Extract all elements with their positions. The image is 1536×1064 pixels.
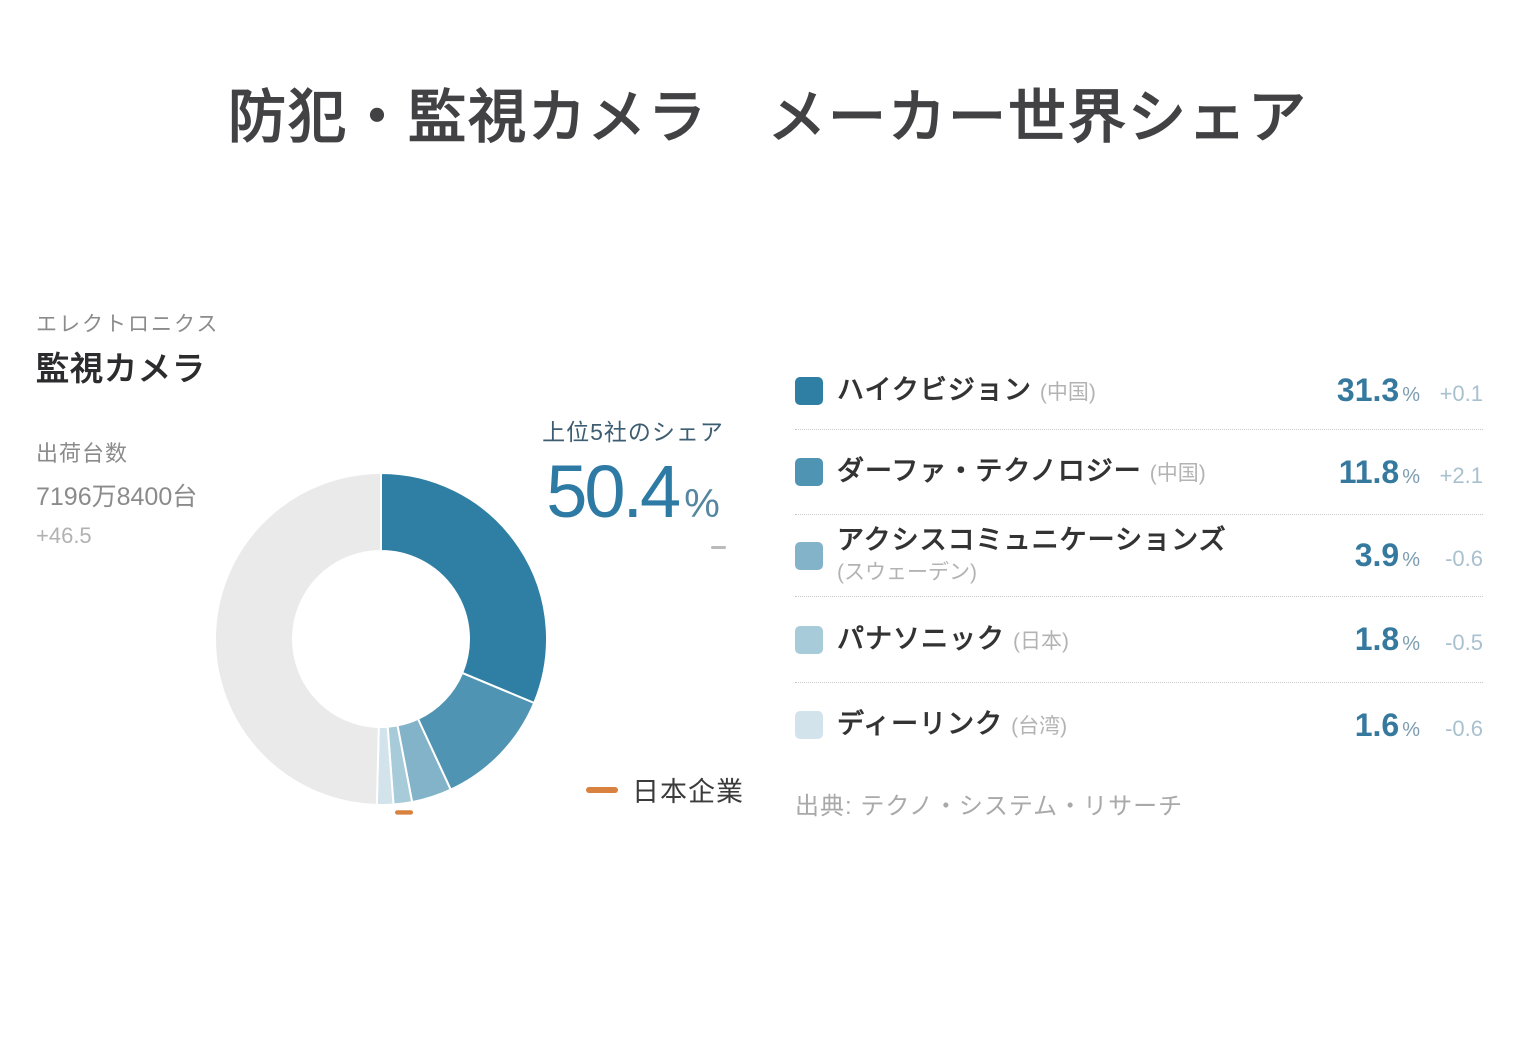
percent-sign: % — [1402, 718, 1420, 741]
company-row: パナソニック (日本) 1.8% -0.5 — [795, 597, 1483, 683]
share-number: 1.6 — [1354, 706, 1400, 743]
category-label: エレクトロニクス — [36, 313, 220, 336]
company-name-block: ダーファ・テクノロジー (中国) — [837, 456, 1242, 487]
company-row: ダーファ・テクノロジー (中国) 11.8% +2.1 — [795, 430, 1483, 515]
share-value: 1.6% — [1290, 707, 1420, 744]
company-country: (日本) — [1013, 629, 1069, 653]
source-note: 出典: テクノ・システム・リサーチ — [795, 793, 1184, 820]
company-name: アクシスコミュニケーションズ — [837, 525, 1227, 556]
japan-legend: 日本企業 — [586, 770, 744, 809]
page-title: 防犯・監視カメラ メーカー世界シェア — [227, 85, 1308, 150]
share-value: 31.3% — [1290, 372, 1420, 409]
top5-share-value: 50.4 — [546, 450, 681, 533]
company-name-block: ディーリンク (台湾) — [837, 709, 1242, 740]
company-row: ディーリンク (台湾) 1.6% -0.6 — [795, 683, 1483, 767]
company-swatch — [795, 458, 823, 486]
share-value: 1.8% — [1290, 621, 1420, 658]
top5-share-value-row: 50.4 % — [528, 449, 738, 534]
company-country: (台湾) — [1011, 715, 1068, 739]
trend-dash-icon — [711, 546, 726, 549]
company-row: アクシスコミュニケーションズ (スウェーデン) 3.9% -0.6 — [795, 515, 1483, 597]
company-values: 31.3% +0.1 — [1290, 372, 1483, 409]
company-name: ハイクビジョン — [837, 374, 1032, 405]
share-number: 3.9 — [1354, 537, 1400, 573]
company-country: (中国) — [1039, 380, 1096, 404]
product-info: エレクトロニクス 監視カメラ 出荷台数 7196万8400台 +46.5 — [36, 308, 219, 549]
company-name-block: アクシスコミュニケーションズ (スウェーデン) — [837, 525, 1242, 585]
donut-chart — [214, 471, 548, 815]
top5-share-callout: 上位5社のシェア 50.4 % — [528, 413, 738, 534]
share-number: 1.8 — [1354, 621, 1400, 657]
share-change: +2.1 — [1439, 462, 1483, 488]
company-country: (中国) — [1149, 462, 1206, 486]
shipments-value: 7196万8400台 — [36, 483, 198, 511]
company-name-block: ハイクビジョン (中国) — [837, 375, 1242, 406]
company-name: パナソニック — [837, 623, 1005, 654]
company-values: 1.6% -0.6 — [1290, 707, 1483, 744]
top5-share-unit: % — [684, 482, 720, 526]
japan-legend-label: 日本企業 — [632, 777, 744, 807]
percent-sign: % — [1402, 465, 1420, 488]
shipments-label: 出荷台数 — [36, 441, 129, 466]
company-list: ハイクビジョン (中国) 31.3% +0.1 ダーファ・テクノロジー (中国) 1… — [795, 352, 1483, 767]
percent-sign: % — [1402, 384, 1420, 406]
donut-slice — [214, 471, 382, 806]
share-number: 11.8 — [1338, 453, 1400, 490]
company-values: 11.8% +2.1 — [1290, 454, 1483, 491]
share-value: 11.8% — [1290, 454, 1420, 491]
share-change: -0.6 — [1445, 715, 1483, 741]
share-change: -0.5 — [1445, 630, 1483, 655]
company-swatch — [795, 625, 823, 654]
shipments-change: +46.5 — [36, 523, 92, 548]
top5-share-label: 上位5社のシェア — [542, 419, 724, 445]
company-name: ディーリンク — [837, 709, 1004, 740]
company-row: ハイクビジョン (中国) 31.3% +0.1 — [795, 352, 1483, 430]
company-values: 3.9% -0.6 — [1290, 537, 1483, 574]
japan-legend-dash-icon — [586, 786, 618, 793]
percent-sign: % — [1402, 633, 1420, 655]
company-country: (スウェーデン) — [837, 561, 977, 585]
company-name: ダーファ・テクノロジー — [837, 456, 1142, 487]
donut-slice — [380, 471, 548, 705]
japan-company-marker — [395, 810, 414, 815]
share-number: 31.3 — [1336, 372, 1400, 408]
share-change: -0.6 — [1445, 546, 1483, 571]
product-title: 監視カメラ — [36, 350, 206, 387]
percent-sign: % — [1402, 549, 1420, 571]
company-values: 1.8% -0.5 — [1290, 621, 1483, 658]
company-swatch — [795, 711, 823, 739]
company-swatch — [795, 541, 823, 570]
share-value: 3.9% — [1290, 537, 1420, 574]
company-swatch — [795, 376, 823, 405]
share-change: +0.1 — [1439, 381, 1483, 406]
company-name-block: パナソニック (日本) — [837, 624, 1242, 655]
